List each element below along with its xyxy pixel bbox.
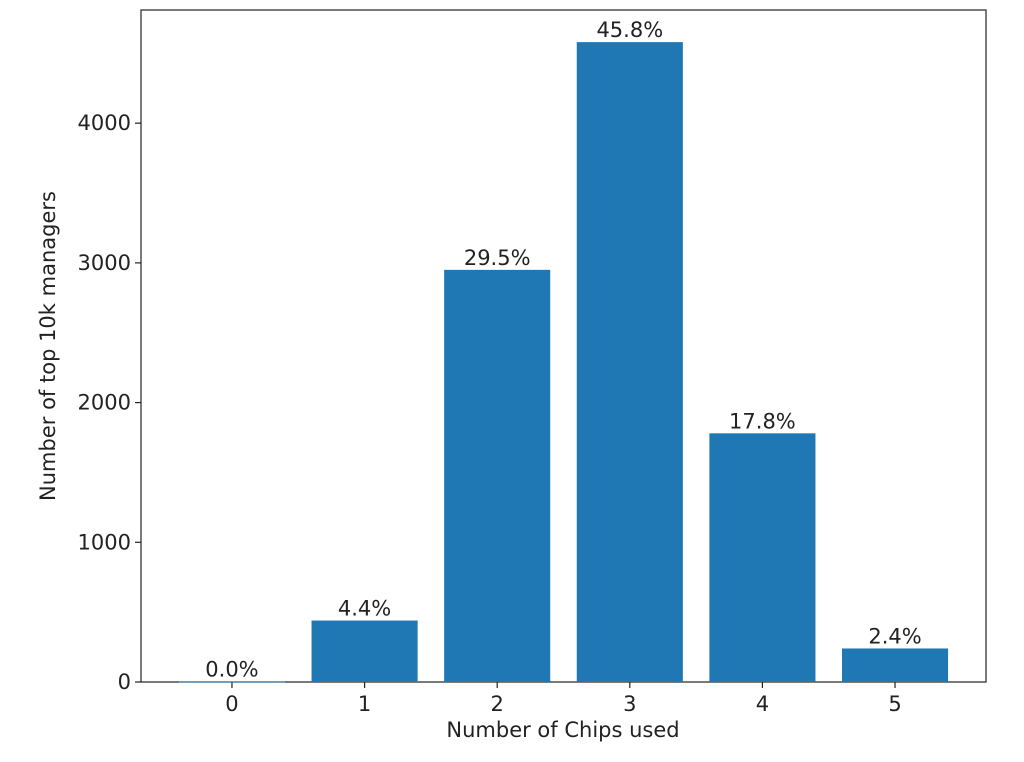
value-label: 4.4%	[338, 597, 391, 621]
bar	[178, 681, 286, 683]
y-tick-label: 0	[118, 670, 131, 694]
plot-frame	[140, 9, 987, 683]
value-label: 45.8%	[596, 18, 663, 42]
bar	[311, 620, 418, 682]
y-tick-label: 1000	[78, 530, 131, 554]
bar	[576, 42, 683, 682]
x-tick-label: 5	[888, 692, 901, 716]
bar	[709, 433, 816, 682]
y-tick-label: 3000	[78, 251, 131, 275]
x-tick-label: 4	[756, 692, 769, 716]
value-label: 29.5%	[464, 246, 531, 270]
y-tick-label: 4000	[78, 111, 131, 135]
value-label: 17.8%	[729, 409, 796, 433]
x-tick-label: 0	[225, 692, 238, 716]
y-tick-label: 2000	[78, 391, 131, 415]
bar	[444, 269, 551, 682]
value-label: 0.0%	[205, 657, 258, 681]
value-label: 2.4%	[868, 624, 921, 648]
x-axis-label: Number of Chips used	[446, 718, 679, 742]
bar	[841, 648, 949, 682]
y-axis-label: Number of top 10k managers	[36, 191, 60, 501]
x-tick-label: 2	[491, 692, 504, 716]
x-tick-label: 3	[623, 692, 636, 716]
x-tick-label: 1	[358, 692, 371, 716]
